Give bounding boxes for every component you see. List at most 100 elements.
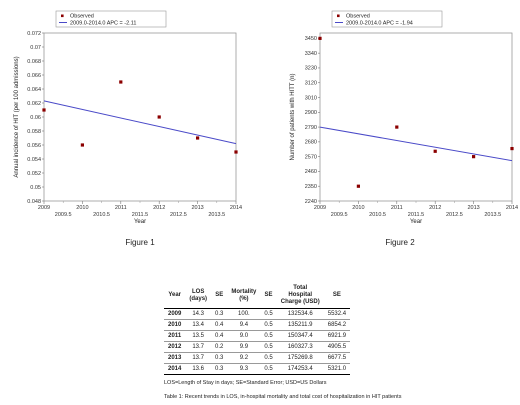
x-minor-tick-label: 2013.5 — [208, 212, 225, 218]
table-cell: 13.7 — [192, 355, 205, 361]
header-los: LOS (days) — [189, 288, 208, 302]
x-minor-tick-label: 2013.5 — [484, 212, 501, 218]
table-cell: 9.9 — [239, 344, 249, 350]
y-tick-label: 0.07 — [30, 45, 41, 51]
y-tick-label: 2790 — [305, 125, 317, 131]
data-point — [196, 136, 200, 140]
figure-2-caption: Figure 2 — [385, 238, 415, 247]
table-footnote: LOS=Length of Stay in days; SE=Standard … — [164, 380, 327, 386]
table-cell: 2013 — [168, 355, 182, 361]
x-tick-label: 2013 — [467, 205, 479, 211]
x-tick-label: 2011 — [391, 205, 403, 211]
x-axis-label: Year — [134, 219, 146, 225]
legend-marker-observed — [61, 14, 64, 18]
data-point — [395, 125, 399, 129]
x-minor-tick-label: 2009.5 — [331, 212, 348, 218]
table-cell: 0.5 — [264, 311, 273, 317]
table-cell: 0.3 — [215, 355, 224, 361]
table-caption: Table 1: Recent trends in LOS, in-hospit… — [164, 394, 402, 400]
data-point — [356, 184, 360, 188]
y-tick-label: 0.058 — [27, 129, 41, 135]
y-tick-label: 3450 — [305, 36, 317, 42]
table-cell: 6921.9 — [327, 333, 347, 339]
y-axis-label: Annual incidence of HIT (per 100 admissi… — [14, 56, 20, 177]
table-cell: 14.3 — [192, 311, 205, 317]
x-tick-label: 2014 — [506, 205, 518, 211]
y-tick-label: 0.054 — [27, 157, 41, 163]
table-cell: 4905.5 — [327, 344, 347, 350]
data-point — [510, 146, 514, 151]
header-mortality: Mortality (%) — [231, 288, 257, 302]
y-tick-label: 0.068 — [27, 59, 41, 65]
table-cell: 174253.4 — [287, 366, 313, 372]
data-point — [318, 36, 322, 40]
y-tick-label: 2680 — [305, 140, 317, 146]
table-row: 2012 13.7 0.2 9.9 0.5 160327.3 4905.5 — [164, 342, 351, 353]
plot-area — [319, 32, 513, 202]
y-tick-label: 0.062 — [27, 101, 41, 107]
plot-area — [43, 32, 237, 202]
header-charge: Total Hospital Charge (USD) — [280, 285, 320, 305]
y-tick-label: 0.05 — [30, 185, 41, 191]
y-tick-label: 0.064 — [27, 87, 41, 93]
header-year: Year — [168, 292, 182, 298]
x-minor-tick-label: 2012.5 — [446, 212, 463, 218]
x-tick-label: 2012 — [429, 205, 441, 211]
legend-marker-observed — [337, 14, 340, 18]
x-tick-label: 2013 — [191, 205, 203, 211]
data-point — [42, 108, 46, 112]
table-row: 2010 13.4 0.4 9.4 0.5 135211.9 6854.2 — [164, 320, 351, 331]
y-tick-label: 2570 — [305, 154, 317, 160]
x-tick-label: 2009 — [38, 205, 50, 211]
y-tick-label: 3230 — [305, 66, 317, 72]
table-cell: 2014 — [168, 366, 182, 372]
y-tick-label: 0.066 — [27, 73, 41, 79]
table-cell: 0.5 — [264, 355, 273, 361]
table-cell: 160327.3 — [287, 344, 313, 350]
table-cell: 135211.9 — [287, 322, 313, 328]
legend — [55, 10, 167, 28]
x-minor-tick-label: 2009.5 — [55, 212, 72, 218]
legend-label-observed: Observed — [70, 14, 94, 20]
table-cell: 0.5 — [264, 366, 273, 372]
x-minor-tick-label: 2010.5 — [369, 212, 386, 218]
y-tick-label: 3340 — [305, 51, 317, 57]
table-row: 2011 13.5 0.4 9.0 0.5 150347.4 6921.9 — [164, 331, 351, 342]
data-point — [472, 155, 476, 159]
figure-1-chart: 0.048 0.05 0.052 0.054 0.056 0.058 0.06 0.062 0.… — [14, 10, 242, 225]
table-cell: 9.2 — [239, 355, 249, 361]
trend-line — [43, 100, 237, 145]
x-axis-label: Year — [410, 219, 422, 225]
table-cell: 0.4 — [215, 333, 224, 339]
data-point — [433, 149, 437, 153]
trend-line — [319, 126, 513, 162]
table-cell: 2010 — [168, 322, 182, 328]
x-minor-tick-label: 2011.5 — [408, 212, 424, 218]
x-tick-label: 2009 — [314, 205, 326, 211]
y-tick-label: 2900 — [305, 110, 317, 116]
header-se-los: SE — [215, 292, 224, 298]
y-axis-label: Number of patients with HITT (n) — [290, 74, 296, 161]
y-tick-label: 2460 — [305, 169, 317, 175]
table-cell: 9.4 — [239, 322, 249, 328]
data-point — [157, 115, 161, 119]
figure-1-caption: Figure 1 — [125, 238, 155, 247]
data-point — [80, 143, 84, 147]
y-tick-label: 0.052 — [27, 171, 41, 177]
results-table: Year LOS (days) SE Mortality (%) SE Tota… — [164, 285, 351, 375]
table-cell: 0.5 — [264, 344, 273, 350]
table-cell: 6677.5 — [327, 355, 347, 361]
table-cell: 132534.6 — [287, 311, 313, 317]
x-tick-label: 2011 — [115, 205, 127, 211]
y-tick-label: 0.06 — [30, 115, 41, 121]
table-cell: 5532.4 — [327, 311, 347, 317]
table-cell: 0.2 — [215, 344, 224, 350]
table-row: 2009 14.3 0.3 100. 0.5 132534.6 5532.4 — [164, 309, 351, 320]
header-se-mortality: SE — [264, 292, 273, 298]
table-cell: 2011 — [168, 333, 182, 339]
table-cell: 0.3 — [215, 311, 224, 317]
x-tick-label: 2010 — [352, 205, 364, 211]
table-cell: 5321.0 — [327, 366, 347, 372]
table-cell: 0.5 — [264, 333, 273, 339]
y-tick-label: 0.056 — [27, 143, 41, 149]
